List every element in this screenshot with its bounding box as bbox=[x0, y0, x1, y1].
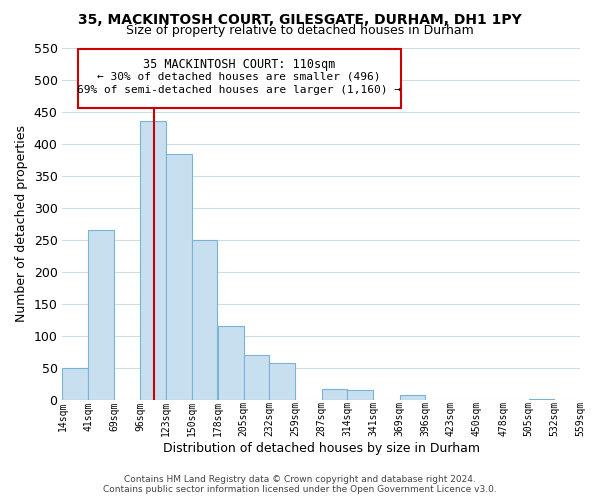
FancyBboxPatch shape bbox=[77, 49, 401, 108]
Bar bbox=[191, 240, 217, 400]
X-axis label: Distribution of detached houses by size in Durham: Distribution of detached houses by size … bbox=[163, 442, 480, 455]
Bar bbox=[400, 396, 425, 400]
Text: 35, MACKINTOSH COURT, GILESGATE, DURHAM, DH1 1PY: 35, MACKINTOSH COURT, GILESGATE, DURHAM,… bbox=[78, 12, 522, 26]
Bar bbox=[347, 390, 373, 400]
Text: 69% of semi-detached houses are larger (1,160) →: 69% of semi-detached houses are larger (… bbox=[77, 86, 401, 96]
Bar bbox=[529, 398, 554, 400]
Bar bbox=[62, 368, 88, 400]
Text: Size of property relative to detached houses in Durham: Size of property relative to detached ho… bbox=[126, 24, 474, 37]
Bar bbox=[166, 154, 191, 400]
Bar bbox=[140, 121, 166, 400]
Bar bbox=[269, 362, 295, 400]
Bar bbox=[322, 389, 347, 400]
Y-axis label: Number of detached properties: Number of detached properties bbox=[15, 125, 28, 322]
Bar bbox=[244, 355, 269, 400]
Bar bbox=[218, 326, 244, 400]
Text: ← 30% of detached houses are smaller (496): ← 30% of detached houses are smaller (49… bbox=[97, 72, 381, 82]
Text: Contains HM Land Registry data © Crown copyright and database right 2024.
Contai: Contains HM Land Registry data © Crown c… bbox=[103, 474, 497, 494]
Bar bbox=[88, 230, 114, 400]
Text: 35 MACKINTOSH COURT: 110sqm: 35 MACKINTOSH COURT: 110sqm bbox=[143, 58, 335, 71]
